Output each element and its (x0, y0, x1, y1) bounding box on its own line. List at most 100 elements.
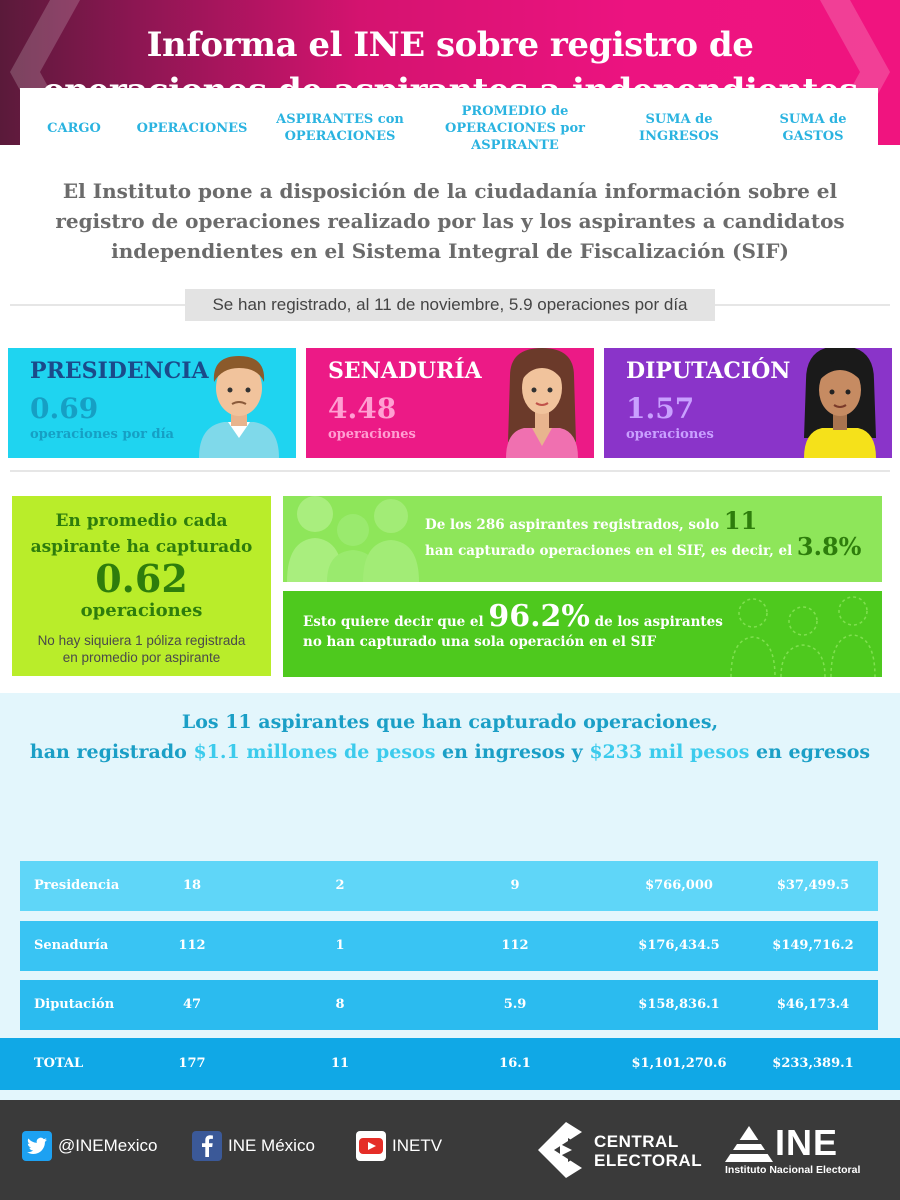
central-electoral-logo: CENTRAL ELECTORAL (538, 1122, 702, 1182)
central-electoral-text: CENTRAL ELECTORAL (594, 1132, 702, 1170)
table-cell: 8 (335, 997, 345, 1012)
no-operations-text: Esto quiere decir que el 96.2% de los as… (303, 602, 723, 652)
no-operations-line-2: no han capturado una sola operación en e… (303, 634, 657, 650)
table-header-cell: SUMA de GASTOS (779, 112, 847, 144)
table-title-text: han registrado (29, 741, 194, 763)
table-cell: 112 (501, 938, 529, 953)
table-cell: $766,000 (645, 878, 713, 893)
table-cell: 18 (182, 878, 202, 893)
daily-operations-ribbon: Se han registrado, al 11 de noviembre, 5… (185, 289, 715, 321)
table-row: Senaduría 112 1 112 $176,434.5 $149,716.… (20, 921, 878, 971)
card-presidencia: PRESIDENCIA 0.69 operaciones por día (8, 348, 296, 458)
table-cell: $233,389.1 (772, 1056, 854, 1071)
table-row: Presidencia 18 2 9 $766,000 $37,499.5 (20, 861, 878, 911)
average-heading: En promedio cada aspirante ha capturado (12, 508, 271, 560)
central-line-2: ELECTORAL (594, 1151, 703, 1170)
table-cell: 5.9 (503, 997, 527, 1012)
divider (10, 470, 890, 472)
ine-emblem-icon (725, 1126, 773, 1162)
aspirants-line-2: han capturado operaciones en el SIF, es … (425, 543, 797, 559)
table-title-line-1: Los 11 aspirantes que han capturado oper… (181, 711, 719, 733)
average-note-2: en promedio por aspirante (62, 650, 221, 665)
table-header: CARGO OPERACIONES ASPIRANTES con OPERACI… (20, 88, 878, 168)
registered-aspirants-box: De los 286 aspirantes registrados, solo … (283, 496, 882, 582)
table-header-cell: ASPIRANTES con OPERACIONES (276, 112, 404, 144)
card-unit: operaciones (626, 427, 714, 442)
card-name: PRESIDENCIA (30, 358, 209, 384)
table-header-cell: SUMA de INGRESOS (639, 112, 719, 144)
card-name: DIPUTACIÓN (626, 358, 791, 384)
twitter-link[interactable]: @INEMexico (22, 1130, 157, 1162)
woman-avatar-icon (804, 348, 876, 458)
twitter-handle: @INEMexico (58, 1136, 158, 1155)
ine-logo: INE Instituto Nacional Electoral (725, 1122, 890, 1184)
no-operations-percent: 96.2% (488, 599, 590, 634)
table-cell: 1 (335, 938, 345, 953)
no-operations-box: Esto quiere decir que el 96.2% de los as… (283, 591, 882, 677)
average-note: No hay siquiera 1 póliza registrada en p… (12, 632, 271, 666)
table-cell: 11 (330, 1056, 350, 1071)
youtube-link[interactable]: INETV (356, 1130, 442, 1162)
table-cell: $158,836.1 (638, 997, 720, 1012)
woman-avatar-icon (506, 348, 578, 458)
aspirants-text: De los 286 aspirantes registrados, solo … (425, 509, 862, 562)
table-header-cell: CARGO (47, 120, 101, 136)
title-line-1: Informa el INE sobre registro de (146, 25, 754, 65)
man-avatar-icon (199, 356, 279, 458)
table-cell: $149,716.2 (772, 938, 854, 953)
table-cell: 16.1 (499, 1056, 531, 1071)
aspirants-percent: 3.8% (796, 532, 862, 561)
central-electoral-icon (538, 1122, 588, 1178)
card-senaduria: SENADURÍA 4.48 operaciones (306, 348, 594, 458)
ine-subtitle: Instituto Nacional Electoral (725, 1164, 861, 1176)
people-silhouette-icon (287, 496, 419, 582)
card-diputacion: DIPUTACIÓN 1.57 operaciones (604, 348, 892, 458)
people-outline-icon (730, 596, 876, 677)
table-cell: Senaduría (34, 938, 109, 953)
intro-line-2: registro de operaciones realizado por la… (55, 209, 845, 233)
intro-line-3: independientes en el Sistema Integral de… (111, 239, 789, 263)
youtube-handle: INETV (392, 1136, 443, 1155)
average-value: 0.62 (95, 556, 188, 601)
ine-wordmark: INE (775, 1122, 839, 1163)
average-line-2: aspirante ha capturado (30, 537, 253, 557)
card-value: 1.57 (626, 392, 695, 425)
aspirants-line-1: De los 286 aspirantes registrados, solo (425, 517, 724, 533)
facebook-icon (192, 1131, 222, 1161)
card-unit: operaciones por día (30, 427, 174, 442)
aspirants-count: 11 (723, 506, 758, 535)
footer: @INEMexico INE México INETV CENTRAL ELEC… (0, 1100, 900, 1200)
table-cell: 9 (510, 878, 520, 893)
average-line-1: En promedio cada (55, 511, 228, 531)
card-unit: operaciones (328, 427, 416, 442)
table-cell: TOTAL (34, 1056, 84, 1071)
youtube-icon (356, 1131, 386, 1161)
expense-highlight: $233 mil pesos (589, 741, 750, 763)
average-note-1: No hay siquiera 1 póliza registrada (37, 633, 246, 648)
table-header-cell: PROMEDIO de OPERACIONES por ASPIRANTE (445, 103, 585, 153)
table-cell: Diputación (34, 997, 115, 1012)
table-title-text: en ingresos y (435, 741, 590, 763)
table-header-cell: OPERACIONES (136, 120, 248, 136)
twitter-icon (22, 1131, 52, 1161)
table-cell: $1,101,270.6 (631, 1056, 727, 1071)
table-section-title: Los 11 aspirantes que han capturado oper… (0, 707, 900, 767)
facebook-link[interactable]: INE México (192, 1130, 315, 1162)
average-box: En promedio cada aspirante ha capturado … (12, 496, 271, 676)
table-cell: $176,434.5 (638, 938, 720, 953)
no-operations-pre: Esto quiere decir que el (303, 614, 489, 630)
no-operations-post: de los aspirantes (589, 614, 723, 630)
table-title-text: en egresos (749, 741, 871, 763)
card-name: SENADURÍA (328, 358, 482, 384)
table-cell: $37,499.5 (776, 878, 850, 893)
card-value: 0.69 (30, 392, 99, 425)
table-cell: Presidencia (34, 878, 120, 893)
facebook-handle: INE México (228, 1136, 315, 1155)
central-line-1: CENTRAL (594, 1132, 679, 1151)
average-unit: operaciones (80, 600, 203, 621)
table-row: Diputación 47 8 5.9 $158,836.1 $46,173.4 (20, 980, 878, 1030)
intro-line-1: El Instituto pone a disposición de la ci… (62, 179, 838, 203)
card-value: 4.48 (328, 392, 397, 425)
intro-text: El Instituto pone a disposición de la ci… (20, 176, 880, 266)
table-cell: 2 (335, 878, 345, 893)
